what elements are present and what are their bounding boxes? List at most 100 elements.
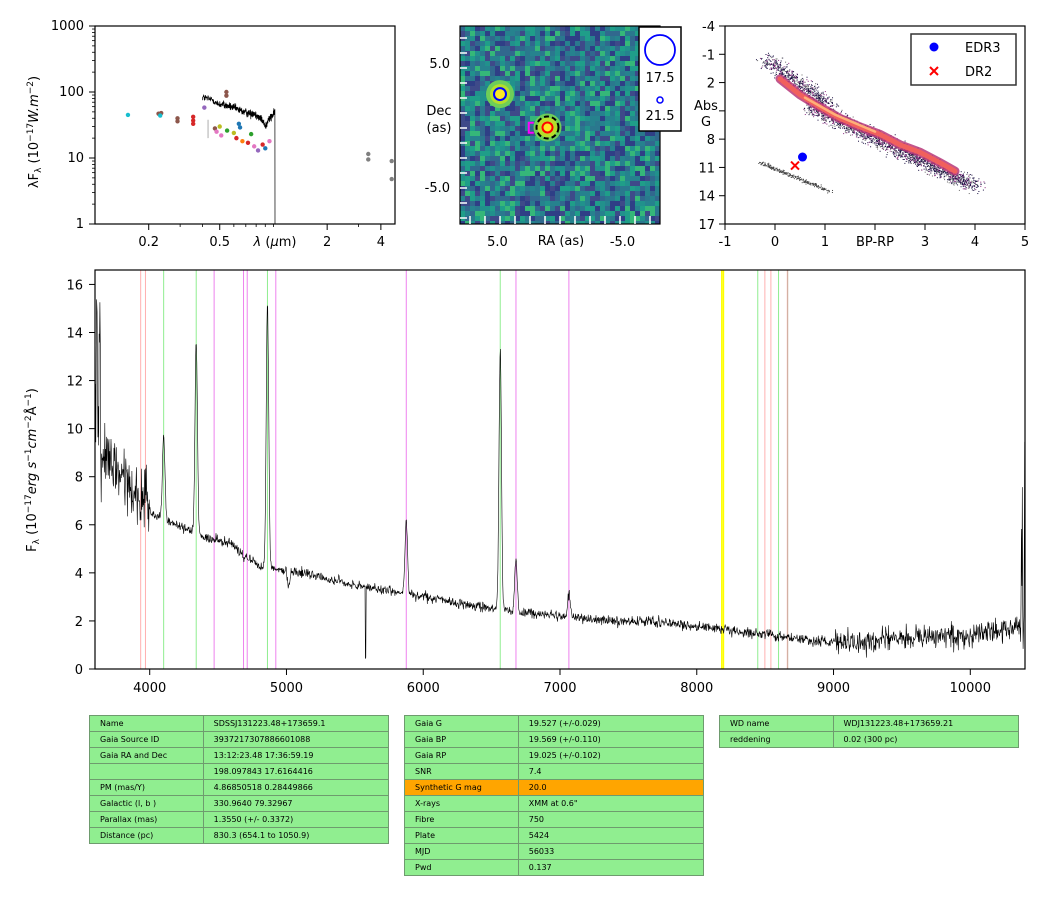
hr-star xyxy=(973,185,975,187)
hr-wd-star xyxy=(776,170,778,172)
hr-star xyxy=(877,143,879,145)
image-pixel xyxy=(510,31,515,36)
hr-star xyxy=(768,63,770,65)
hr-star xyxy=(775,60,777,62)
hr-star xyxy=(937,171,939,173)
hr-star xyxy=(916,158,918,160)
hr-star xyxy=(791,72,793,74)
image-pixel xyxy=(575,126,580,131)
image-pixel xyxy=(500,121,505,126)
image-pixel xyxy=(615,181,620,186)
hr-wd-star xyxy=(823,189,825,191)
image-pixel xyxy=(595,216,600,221)
image-pixel xyxy=(650,146,655,151)
hr-legend-edr3: EDR3 xyxy=(965,41,1001,56)
image-pixel xyxy=(655,171,660,176)
hr-star xyxy=(893,154,895,156)
image-pixel xyxy=(495,51,500,56)
image-pixel xyxy=(480,141,485,146)
image-pixel xyxy=(475,121,480,126)
hr-star xyxy=(814,110,816,112)
hr-star xyxy=(825,120,827,122)
hr-star xyxy=(810,80,812,82)
image-pixel xyxy=(595,26,600,31)
hr-star xyxy=(969,185,971,187)
image-pixel xyxy=(470,171,475,176)
hr-star xyxy=(861,141,863,143)
hr-star xyxy=(928,174,930,176)
hr-star xyxy=(966,184,968,186)
hr-star xyxy=(824,98,826,100)
image-pixel xyxy=(485,136,490,141)
image-pixel xyxy=(610,171,615,176)
hr-star xyxy=(768,62,770,64)
image-pixel xyxy=(555,26,560,31)
image-pixel xyxy=(595,156,600,161)
hr-star xyxy=(942,170,944,172)
image-pixel xyxy=(485,171,490,176)
hr-star xyxy=(930,166,932,168)
hr-star xyxy=(969,177,971,179)
image-pixel xyxy=(565,61,570,66)
image-pixel xyxy=(600,96,605,101)
image-pixel xyxy=(475,96,480,101)
hr-star xyxy=(888,144,890,146)
hr-star xyxy=(821,102,823,104)
hr-star xyxy=(811,113,813,115)
image-pixel xyxy=(595,41,600,46)
image-pixel xyxy=(570,211,575,216)
hr-star xyxy=(871,140,873,142)
image-pixel xyxy=(540,41,545,46)
image-pixel xyxy=(465,71,470,76)
hr-star xyxy=(858,140,860,142)
hr-wd-star xyxy=(783,170,785,172)
image-pixel xyxy=(475,106,480,111)
hr-star xyxy=(831,101,833,103)
hr-star xyxy=(914,159,916,161)
hr-star xyxy=(870,138,872,140)
hr-star xyxy=(879,142,881,144)
image-pixel xyxy=(585,141,590,146)
image-pixel xyxy=(575,31,580,36)
image-pixel xyxy=(620,36,625,41)
hr-star xyxy=(862,142,864,144)
image-pixel xyxy=(570,46,575,51)
image-pixel xyxy=(530,171,535,176)
image-pixel xyxy=(545,61,550,66)
image-pixel xyxy=(560,171,565,176)
hr-star xyxy=(904,140,906,142)
image-pixel xyxy=(595,111,600,116)
hr-star xyxy=(879,144,881,146)
hr-star xyxy=(767,54,769,56)
hr-star xyxy=(973,177,975,179)
image-pixel xyxy=(510,216,515,221)
hr-star xyxy=(822,118,824,120)
hr-star xyxy=(851,128,853,130)
sed-point xyxy=(267,138,272,144)
image-pixel xyxy=(575,101,580,106)
image-pixel xyxy=(570,171,575,176)
image-pixel xyxy=(475,216,480,221)
hr-star xyxy=(836,124,838,126)
info-table-1: Name SDSSJ131223.48+173659.1 Gaia Source I… xyxy=(89,715,390,844)
image-pixel xyxy=(480,116,485,121)
hr-star xyxy=(842,127,844,129)
image-pixel xyxy=(640,171,645,176)
image-pixel xyxy=(490,186,495,191)
hr-wd-star xyxy=(783,173,785,175)
hr-star xyxy=(917,162,919,164)
hr-ridge-core xyxy=(803,96,877,133)
image-pixel xyxy=(575,176,580,181)
hr-star xyxy=(837,123,839,125)
image-pixel xyxy=(580,141,585,146)
hr-star xyxy=(931,170,933,172)
hr-star xyxy=(955,183,957,185)
hr-star xyxy=(846,128,848,130)
image-y-label-1: Dec xyxy=(426,104,451,119)
image-pixel xyxy=(595,96,600,101)
hr-star xyxy=(814,87,816,89)
hr-wd-star xyxy=(776,167,778,169)
hr-star xyxy=(934,174,936,176)
image-pixel xyxy=(510,46,515,51)
sed-x-tick-label: 0.2 xyxy=(138,235,159,250)
